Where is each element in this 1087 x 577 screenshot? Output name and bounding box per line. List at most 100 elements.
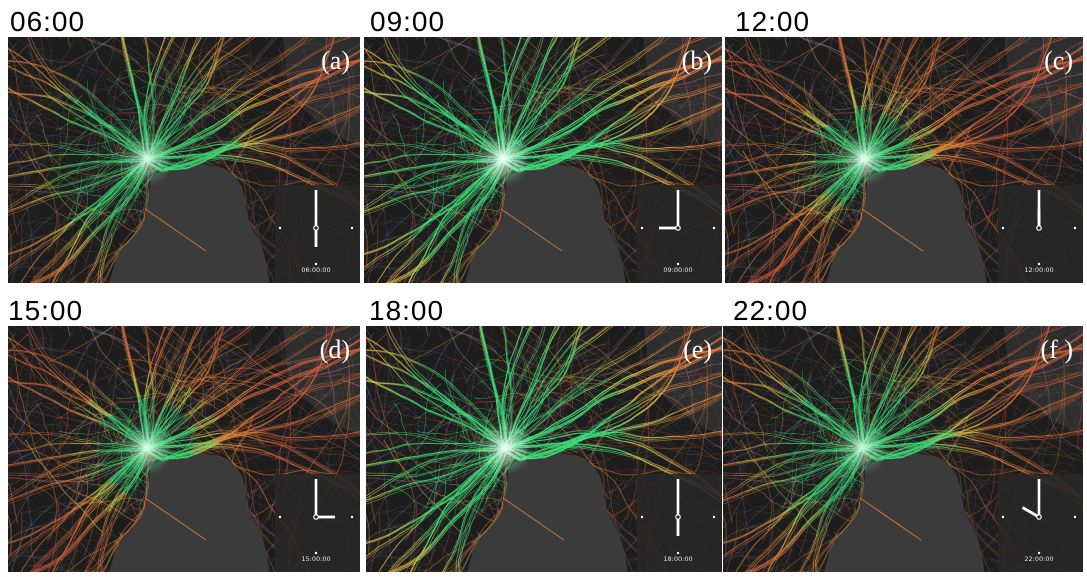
route-trace (245, 157, 271, 165)
route-trace (1011, 50, 1033, 66)
route-trace (733, 92, 760, 96)
route-trace (209, 37, 224, 52)
route-trace (402, 166, 429, 171)
traffic-trace (119, 82, 154, 96)
route-trace (88, 111, 110, 128)
route-trace (599, 143, 625, 151)
route-trace (656, 80, 671, 103)
route-trace (222, 78, 243, 97)
route-trace (725, 264, 729, 269)
route-trace (27, 72, 45, 92)
traffic-trace (8, 525, 41, 542)
route-trace (769, 221, 791, 239)
route-trace (87, 219, 107, 238)
route-trace (750, 102, 774, 115)
route-trace (164, 119, 180, 141)
street (130, 49, 156, 107)
street (796, 37, 806, 65)
street (46, 135, 135, 154)
route-trace (912, 129, 936, 142)
street (272, 142, 292, 192)
street (929, 37, 950, 64)
street (26, 376, 115, 402)
route-trace (453, 250, 460, 276)
route-trace (264, 121, 287, 136)
route-trace (1004, 150, 1031, 153)
street (364, 74, 387, 83)
route-trace (938, 43, 960, 59)
route-trace (808, 245, 820, 270)
street (174, 124, 223, 143)
route-trace (801, 268, 810, 283)
route-trace (161, 65, 176, 88)
route-trace (926, 37, 941, 52)
traffic-trace (881, 54, 966, 116)
route-trace (526, 146, 552, 153)
route-trace (534, 67, 544, 92)
clock-hour-marker (712, 226, 716, 230)
street (441, 241, 476, 250)
route-trace (171, 140, 196, 151)
street (239, 433, 278, 455)
route-trace (173, 70, 183, 95)
route-trace (441, 111, 463, 128)
route-trace (810, 193, 832, 210)
route-trace (861, 106, 865, 133)
route-trace (144, 37, 149, 60)
traffic-trace (122, 183, 150, 217)
route-trace (821, 202, 841, 222)
route-trace (1055, 104, 1080, 114)
traffic-trace (47, 326, 114, 363)
route-trace (737, 155, 763, 162)
route-trace (275, 96, 296, 113)
route-trace (51, 220, 74, 234)
route-trace (538, 47, 550, 72)
route-trace (1022, 37, 1026, 41)
route-trace (1000, 82, 1025, 94)
route-trace (103, 174, 128, 185)
street (58, 44, 72, 106)
route-trace (703, 82, 722, 89)
traffic-trace (421, 37, 471, 103)
route-trace (825, 126, 844, 145)
route-trace (725, 185, 745, 187)
route-trace (100, 272, 102, 283)
route-trace (911, 141, 937, 148)
route-trace (427, 161, 454, 166)
route-trace (598, 161, 625, 168)
street (435, 136, 466, 199)
traffic-trace (100, 486, 140, 504)
route-trace (748, 194, 774, 204)
street (999, 62, 1030, 68)
route-trace (560, 98, 581, 114)
route-trace (313, 145, 340, 148)
route-trace (789, 238, 806, 259)
street (308, 433, 360, 456)
clock-hour-marker (314, 262, 318, 266)
clock-hour-marker (278, 226, 282, 230)
route-trace (330, 62, 354, 76)
route-trace (393, 274, 411, 283)
traffic-trace (187, 408, 340, 476)
traffic-trace (128, 113, 145, 138)
route-trace (458, 222, 468, 248)
street (237, 341, 252, 417)
route-trace (286, 147, 313, 150)
route-trace (296, 71, 322, 79)
traffic-trace (82, 37, 139, 64)
traffic-trace (127, 114, 135, 139)
street (13, 245, 68, 271)
street (626, 37, 659, 106)
traffic-trace (900, 135, 991, 176)
route-trace (10, 49, 32, 65)
route-trace (901, 112, 921, 131)
route-trace (458, 227, 469, 252)
route-trace (747, 193, 773, 203)
route-trace (865, 58, 870, 85)
route-trace (118, 118, 136, 139)
route-trace (816, 131, 840, 145)
street (40, 54, 86, 127)
route-trace (763, 153, 790, 157)
traffic-trace (212, 37, 217, 120)
traffic-trace (8, 43, 17, 55)
